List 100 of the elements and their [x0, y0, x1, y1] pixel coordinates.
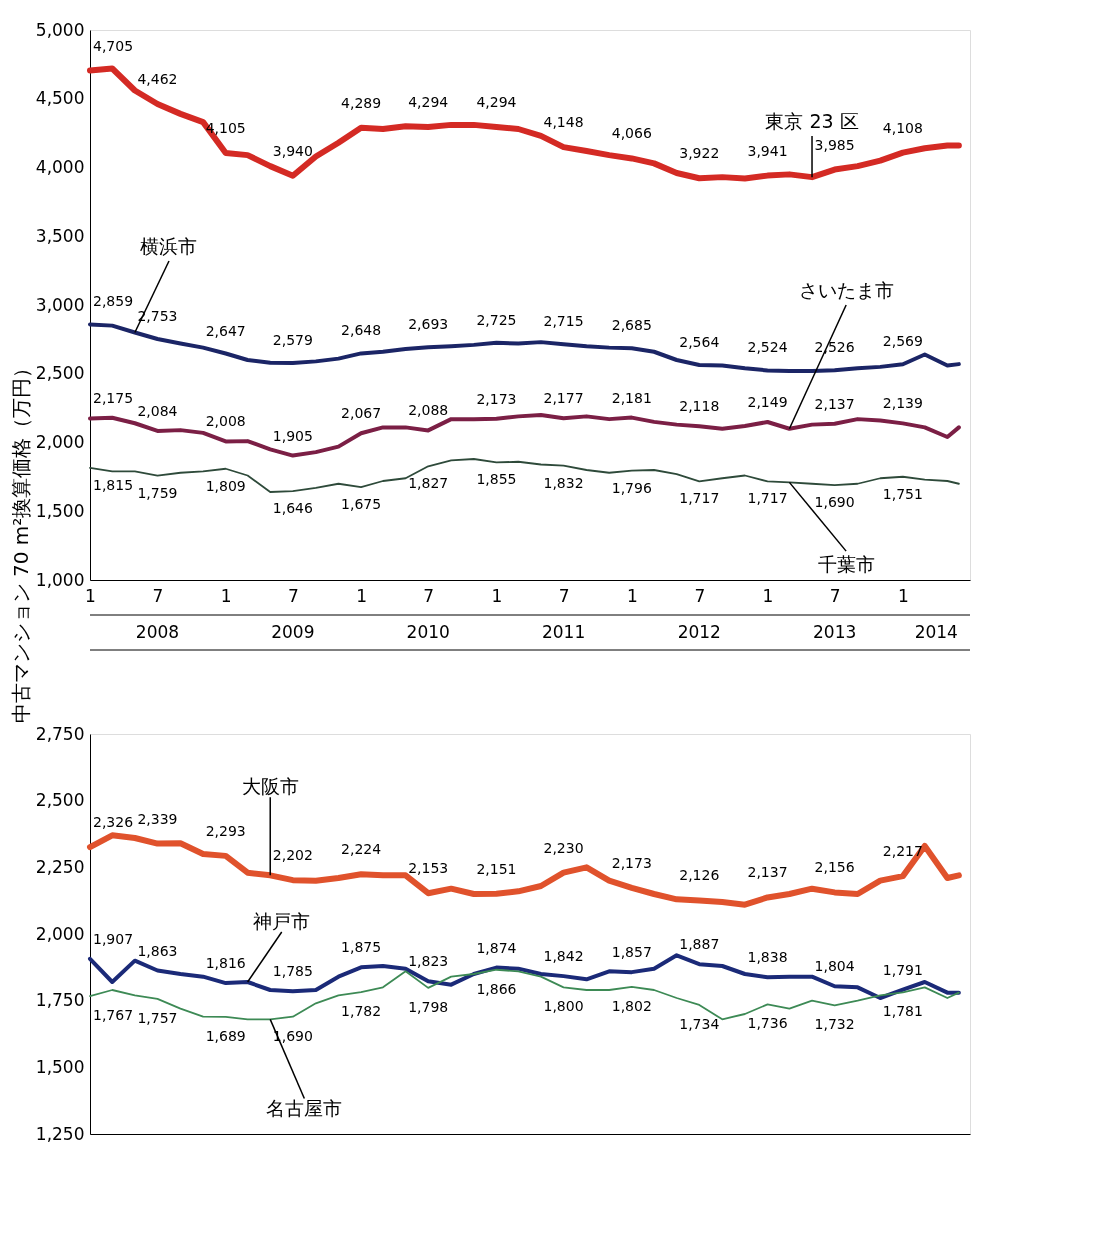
x-tick-label: 1: [762, 585, 774, 606]
data-label: 1,675: [341, 496, 382, 513]
data-label: 1,907: [93, 930, 134, 947]
data-label: 2,173: [611, 854, 652, 871]
data-label: 1,804: [814, 958, 855, 975]
data-label: 2,156: [814, 859, 855, 876]
data-label: 4,289: [341, 94, 382, 111]
data-label: 2,153: [408, 860, 449, 877]
data-label: 1,785: [272, 963, 313, 980]
data-label: 2,067: [341, 405, 382, 422]
x-tick-label: 7: [558, 585, 570, 606]
data-label: 4,705: [93, 37, 134, 54]
y-tick-label: 1,750: [35, 990, 85, 1011]
data-label: 2,564: [679, 333, 720, 350]
data-label: 1,800: [543, 998, 584, 1015]
data-label: 2,126: [679, 867, 720, 884]
series-label: 東京 23 区: [765, 110, 859, 133]
data-label: 1,732: [814, 1016, 855, 1033]
text: 横浜市: [140, 235, 198, 258]
data-label: 2,173: [476, 390, 517, 407]
data-label: 3,941: [747, 142, 788, 159]
data-label: 4,148: [543, 114, 584, 131]
x2-tick-label: 2013: [813, 621, 857, 642]
y-tick-label: 5,000: [35, 19, 85, 40]
data-label: 3,985: [814, 136, 855, 153]
data-label: 2,326: [93, 814, 134, 831]
data-label: 1,887: [679, 936, 720, 953]
x2-tick-label: 2014: [914, 621, 958, 642]
data-label: 2,137: [814, 395, 855, 412]
data-label: 1,838: [747, 949, 788, 966]
data-label: 4,462: [137, 70, 178, 87]
data-label: 2,181: [611, 389, 652, 406]
y-tick-label: 1,000: [35, 569, 85, 590]
x2-tick-label: 2008: [135, 621, 180, 642]
data-label: 1,717: [747, 490, 788, 507]
data-label: 2,177: [543, 390, 584, 407]
data-label: 2,008: [205, 413, 246, 430]
x2-tick-label: 2011: [541, 621, 586, 642]
data-label: 1,875: [341, 939, 382, 956]
text: 神戸市: [253, 910, 311, 932]
data-label: 1,798: [408, 998, 449, 1015]
data-label: 4,294: [408, 94, 449, 111]
data-label: 1,815: [93, 476, 134, 493]
data-label: 1,796: [611, 479, 652, 496]
text: 名古屋市: [266, 1096, 343, 1119]
x-tick-label: 1: [356, 585, 367, 606]
data-label: 1,759: [137, 484, 178, 501]
x2-tick-label: 2012: [677, 621, 721, 642]
y-tick-label: 1,500: [35, 1056, 85, 1077]
data-label: 1,832: [543, 474, 584, 491]
x-tick-label: 1: [626, 585, 638, 606]
data-label: 4,108: [882, 119, 923, 136]
data-label: 4,294: [476, 94, 517, 111]
data-label: 4,066: [611, 125, 652, 142]
data-label: 1,781: [882, 1003, 923, 1020]
y-tick-label: 2,000: [35, 432, 85, 452]
y-tick-label: 3,500: [35, 225, 85, 246]
data-label: 1,734: [679, 1015, 720, 1032]
data-label: 1,689: [205, 1027, 246, 1044]
data-label: 1,823: [408, 953, 449, 970]
data-label: 2,202: [272, 847, 313, 864]
data-label: 1,809: [205, 477, 246, 494]
data-label: 1,757: [137, 1009, 178, 1026]
data-label: 1,690: [814, 494, 855, 511]
y-axis-title: 中古マンション 70 m²換算価格（万円）: [8, 357, 33, 724]
data-label: 1,827: [408, 475, 449, 492]
y-tick-label: 2,000: [35, 923, 85, 944]
data-label: 2,084: [137, 402, 178, 419]
data-label: 2,339: [137, 810, 178, 827]
data-label: 1,646: [272, 500, 313, 517]
y-tick-label: 4,500: [35, 88, 85, 109]
data-label: 1,717: [679, 490, 720, 507]
x-tick-label: 7: [694, 585, 706, 606]
data-label: 2,149: [747, 394, 788, 411]
data-label: 2,685: [611, 317, 652, 334]
data-label: 1,863: [137, 942, 178, 959]
y-tick-label: 2,250: [35, 856, 85, 877]
y-tick-label: 2,500: [35, 790, 85, 811]
data-label: 2,648: [341, 322, 382, 339]
data-label: 1,866: [476, 980, 517, 997]
data-label: 1,802: [611, 997, 652, 1014]
data-label: 2,859: [93, 293, 134, 310]
data-label: 1,905: [272, 427, 313, 444]
data-label: 1,857: [611, 944, 652, 961]
data-label: 2,224: [341, 841, 382, 858]
data-label: 3,940: [272, 142, 313, 159]
data-label: 2,175: [93, 390, 134, 407]
y-tick-label: 2,500: [35, 363, 85, 384]
data-label: 2,230: [543, 839, 584, 856]
data-label: 1,736: [747, 1015, 788, 1032]
data-label: 2,293: [205, 822, 246, 839]
data-label: 1,767: [93, 1007, 134, 1024]
x2-tick-label: 2010: [406, 621, 450, 642]
x2-tick-label: 2009: [271, 621, 315, 642]
y-tick-label: 1,250: [35, 1123, 85, 1144]
y-tick-label: 2,750: [35, 723, 85, 744]
x-tick-label: 1: [491, 585, 503, 606]
data-label: 1,874: [476, 939, 517, 956]
text: 千葉市: [817, 552, 875, 575]
data-label: 2,569: [882, 333, 923, 350]
